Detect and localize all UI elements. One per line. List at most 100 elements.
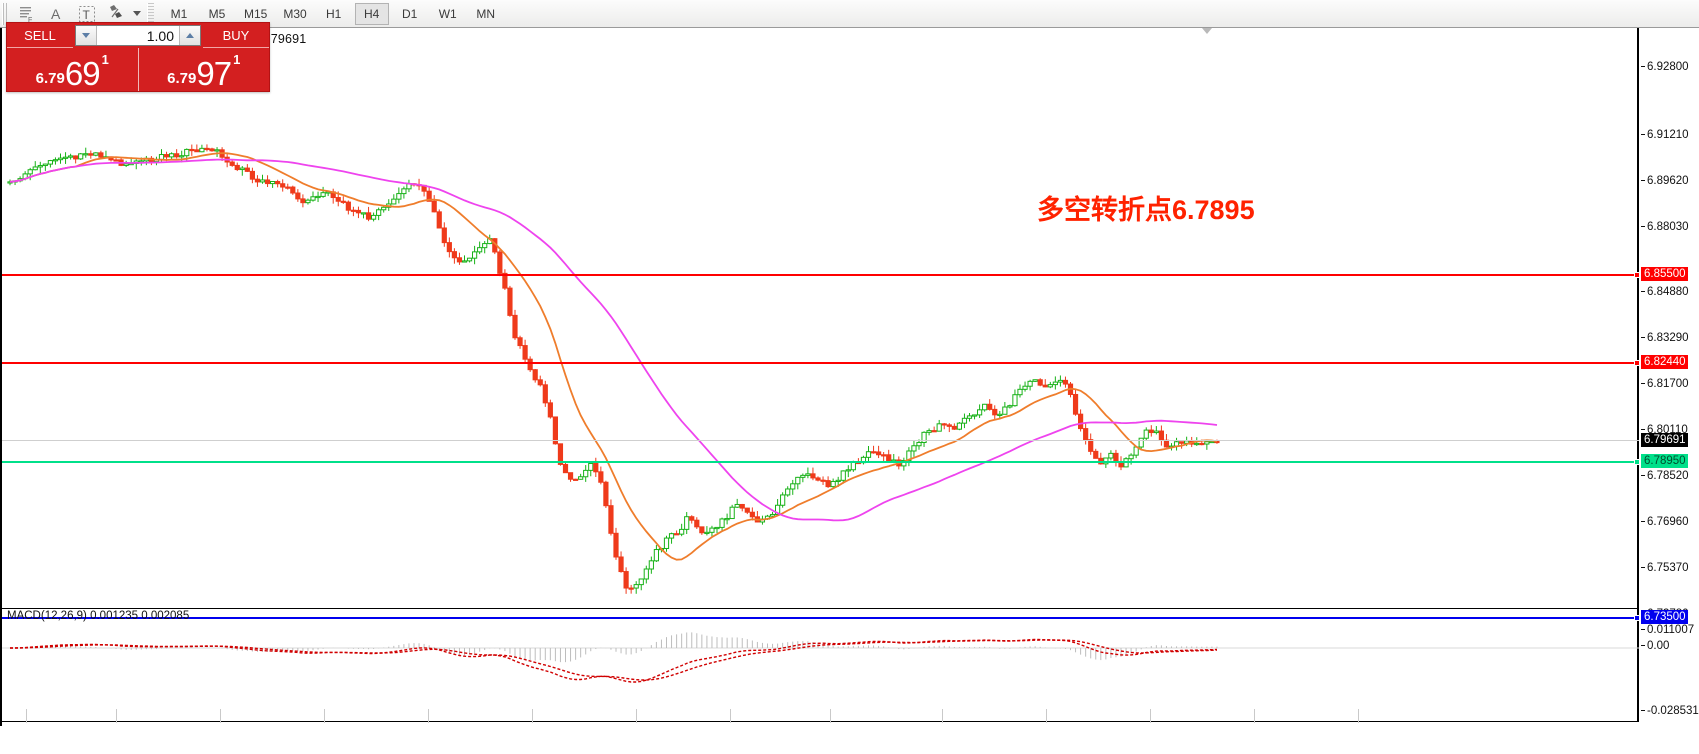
- price-tick-label: 6.81700: [1647, 378, 1689, 390]
- time-gridline: [324, 709, 325, 723]
- macd-tick-label: 0.011007: [1647, 624, 1695, 636]
- bottom-strip: [0, 726, 1699, 754]
- toolbar-grip-1[interactable]: [2, 2, 9, 25]
- price-tick-label: 6.92800: [1647, 61, 1689, 73]
- time-gridline: [1150, 709, 1151, 723]
- time-gridline: [428, 709, 429, 723]
- volume-decrease-button[interactable]: [76, 26, 97, 45]
- last-price-badge: 6.79691: [1641, 433, 1688, 447]
- time-gridline: [1046, 709, 1047, 723]
- macd-tick: -0.028531: [1641, 705, 1699, 717]
- sell-price-fraction: 1: [101, 52, 109, 67]
- macd-label: MACD(12,26,9) 0.001235 0.002085: [7, 610, 190, 622]
- price-tick: 6.76960: [1641, 516, 1689, 528]
- sell-label: SELL: [7, 23, 73, 48]
- timeframe-d1[interactable]: D1: [402, 6, 418, 21]
- svg-text:T: T: [83, 8, 91, 22]
- time-gridline: [942, 709, 943, 723]
- price-tick: 6.91210: [1641, 129, 1689, 141]
- volume-input[interactable]: 1.00: [146, 27, 174, 44]
- timeframe-h1[interactable]: H1: [326, 6, 342, 21]
- price-level-badge[interactable]: 6.78950: [1641, 454, 1688, 468]
- sell-button[interactable]: 6.79 69 1: [7, 48, 138, 91]
- price-tick: 6.81700: [1641, 378, 1689, 390]
- time-gridline: [532, 709, 533, 723]
- price-level-badge[interactable]: 6.85500: [1641, 267, 1688, 281]
- time-gridline: [730, 709, 731, 723]
- price-tick-label: 6.88030: [1647, 221, 1689, 233]
- buy-price-prefix: 6.79: [167, 70, 197, 87]
- chart-area[interactable]: USDCNH-,H4 6.79677 6.79707 6.79677 6.796…: [0, 28, 1699, 754]
- one-click-trading-header: SELL 1.00 BUY: [7, 23, 269, 48]
- time-gridline: [636, 709, 637, 723]
- price-tick: 6.88030: [1641, 221, 1689, 233]
- timeframe-m1[interactable]: M1: [170, 6, 188, 21]
- price-tick: 6.75370: [1641, 562, 1689, 574]
- price-tick-label: 6.91210: [1647, 129, 1689, 141]
- macd-pane: MACD(12,26,9) 0.001235 0.002085: [2, 608, 1639, 722]
- time-gridline: [1358, 709, 1359, 723]
- price-tick: 6.89620: [1641, 175, 1689, 187]
- macd-tick-label: 0.00: [1647, 640, 1670, 652]
- timeframe-h4[interactable]: H4: [354, 2, 389, 25]
- volume-stepper[interactable]: 1.00: [75, 25, 201, 46]
- sell-price-prefix: 6.79: [35, 70, 65, 87]
- level-line-support-pivot[interactable]: [2, 459, 1640, 465]
- time-gridline: [1254, 709, 1255, 723]
- chevron-up-icon: [186, 33, 194, 38]
- level-line-resistance-1[interactable]: [2, 272, 1640, 278]
- time-gridline: [116, 709, 117, 723]
- macd-tick: 0.00: [1641, 640, 1669, 652]
- time-gridline: [26, 709, 27, 723]
- buy-price-big: 97: [196, 54, 232, 92]
- one-click-trading-prices: 6.79 69 1 6.79 97 1: [7, 48, 269, 91]
- one-click-trading-panel[interactable]: SELL 1.00 BUY 6.79 69 1 6.79 97 1: [6, 22, 270, 92]
- buy-price-fraction: 1: [233, 52, 241, 67]
- price-level-badge[interactable]: 6.73500: [1641, 610, 1688, 624]
- macd-tick-label: -0.028531: [1647, 705, 1699, 717]
- timeframe-m5[interactable]: M5: [208, 6, 226, 21]
- chevron-down-icon: [82, 33, 90, 38]
- timeframe-w1[interactable]: W1: [438, 6, 457, 21]
- buy-label: BUY: [203, 23, 269, 48]
- timeframe-mn[interactable]: MN: [476, 6, 496, 21]
- macd-tick: 0.011007: [1641, 624, 1694, 636]
- svg-text:A: A: [51, 6, 61, 22]
- price-tick-label: 6.84880: [1647, 286, 1689, 298]
- price-axis[interactable]: 6.928006.912106.896206.880306.864406.848…: [1641, 28, 1699, 722]
- price-tick-label: 6.83290: [1647, 332, 1689, 344]
- text-label-icon[interactable]: T: [72, 1, 102, 27]
- level-line-resistance-2[interactable]: [2, 360, 1640, 366]
- chart-annotation-text[interactable]: 多空转折点6.7895: [1037, 195, 1255, 225]
- price-tick: 6.78520: [1641, 470, 1689, 482]
- buy-button[interactable]: 6.79 97 1: [137, 48, 270, 92]
- price-tick: 6.92800: [1641, 61, 1689, 73]
- toolbar-separator: [147, 2, 154, 25]
- toolbar: F A T M1 M5 M15 M30 H1 H4: [0, 0, 1699, 28]
- chart-shift-marker: [1202, 28, 1212, 34]
- price-tick-label: 6.76960: [1647, 516, 1689, 528]
- volume-increase-button[interactable]: [179, 26, 200, 45]
- svg-text:F: F: [28, 17, 32, 24]
- price-tick: 6.84880: [1641, 286, 1689, 298]
- price-tick: 6.83290: [1641, 332, 1689, 344]
- price-tick-label: 6.78520: [1647, 470, 1689, 482]
- macd-axis: 0.011007 0.00 -0.028531: [1641, 608, 1699, 722]
- template-f-icon[interactable]: F: [12, 1, 42, 27]
- last-price-line: [2, 440, 1639, 441]
- level-line-support-low[interactable]: [2, 615, 1640, 621]
- price-tick-label: 6.75370: [1647, 562, 1689, 574]
- sell-price-big: 69: [64, 54, 101, 92]
- macd-series: [2, 632, 1639, 683]
- price-tick-label: 6.89620: [1647, 175, 1689, 187]
- timeframe-m30[interactable]: M30: [283, 6, 307, 21]
- objects-icon[interactable]: [102, 1, 132, 27]
- timeframe-m15[interactable]: M15: [244, 6, 268, 21]
- time-gridline: [220, 709, 221, 723]
- text-font-icon[interactable]: A: [42, 1, 72, 27]
- objects-dropdown-icon[interactable]: [133, 11, 141, 16]
- price-series: [7, 144, 1220, 594]
- time-gridline: [830, 709, 831, 723]
- price-level-badge[interactable]: 6.82440: [1641, 355, 1688, 369]
